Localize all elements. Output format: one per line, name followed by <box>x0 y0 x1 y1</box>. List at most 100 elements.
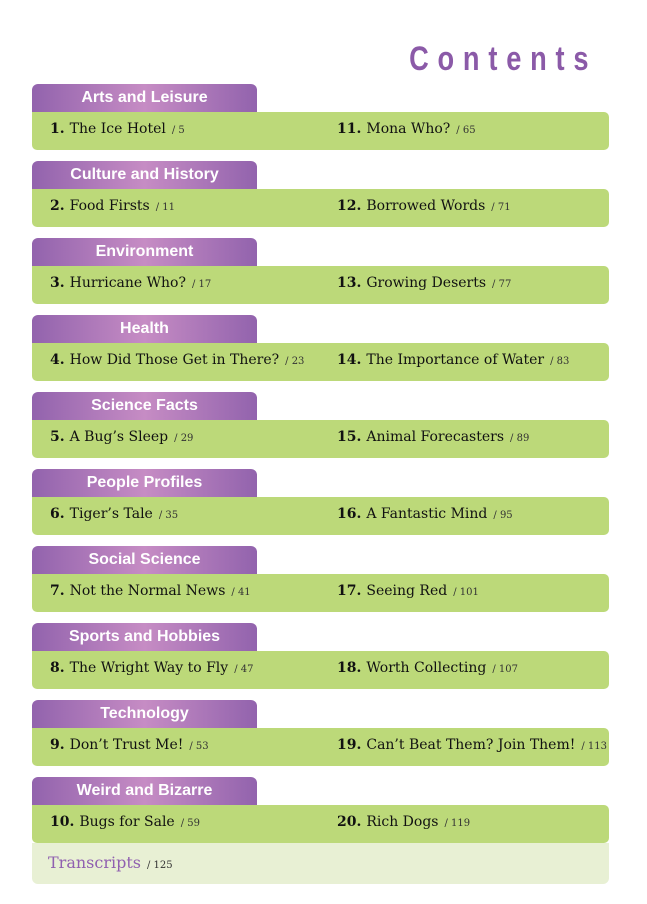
page-number: / 95 <box>493 510 513 521</box>
category-tab: Social Science <box>32 546 257 574</box>
category-tab: Weird and Bizarre <box>32 777 257 805</box>
entry-number: 14. <box>337 352 362 368</box>
entry-title: Tiger’s Tale <box>69 506 153 522</box>
page-number: / 59 <box>180 818 200 829</box>
toc-entry[interactable]: 2. Food Firsts / 11 <box>50 189 175 225</box>
toc-row: 8. The Wright Way to Fly / 47 18. Worth Coll… <box>32 651 609 689</box>
category-tab: Health <box>32 315 257 343</box>
page-number: / 35 <box>158 510 179 521</box>
page-number: / 47 <box>234 664 254 675</box>
entry-title: Borrowed Words <box>366 198 486 214</box>
entry-number: 7. <box>50 583 65 599</box>
entry-title: Bugs for Sale <box>79 814 175 830</box>
page-number: / 11 <box>155 202 176 213</box>
entry-title: Animal Forecasters <box>366 429 505 445</box>
page-number: / 101 <box>453 587 479 598</box>
entry-title: The Ice Hotel <box>69 121 166 137</box>
transcripts-title: Transcripts <box>48 853 141 872</box>
toc-row: 5. A Bug’s Sleep / 29 15. Animal Forecasters… <box>32 420 609 458</box>
entry-number: 4. <box>50 352 65 368</box>
toc-row: 4. How Did Those Get in There? / 23 14. The … <box>32 343 609 381</box>
entry-number: 15. <box>337 429 362 445</box>
entry-number: 13. <box>337 275 362 291</box>
page-number: / 41 <box>231 587 251 598</box>
toc-entry[interactable]: 11. Mona Who? / 65 <box>337 112 476 148</box>
toc-row: 9. Don’t Trust Me! / 53 19. Can’t Beat Them?… <box>32 728 609 766</box>
page-number: / 53 <box>189 741 209 752</box>
entry-number: 9. <box>50 737 65 753</box>
page-number: / 17 <box>192 279 212 290</box>
toc-entry[interactable]: 8. The Wright Way to Fly / 47 <box>50 651 253 687</box>
toc-entry[interactable]: 12. Borrowed Words / 71 <box>337 189 511 225</box>
category-tab: People Profiles <box>32 469 257 497</box>
entry-number: 11. <box>337 121 362 137</box>
toc-entry[interactable]: 18. Worth Collecting / 107 <box>337 651 518 687</box>
page-number: / 71 <box>491 202 511 213</box>
category-tab: Technology <box>32 700 257 728</box>
page-number: / 77 <box>492 279 512 290</box>
toc-entry[interactable]: 6. Tiger’s Tale / 35 <box>50 497 178 533</box>
category-tab: Environment <box>32 238 257 266</box>
page-number: / 125 <box>146 860 173 871</box>
entry-number: 3. <box>50 275 65 291</box>
entry-number: 12. <box>337 198 362 214</box>
page-number: / 89 <box>510 433 530 444</box>
entry-title: Can’t Beat Them? Join Them! <box>366 737 576 753</box>
entry-title: A Fantastic Mind <box>366 506 488 522</box>
transcripts-row[interactable]: Transcripts / 125 <box>32 843 609 884</box>
entry-number: 8. <box>50 660 65 676</box>
entry-title: How Did Those Get in There? <box>69 352 280 368</box>
entry-number: 16. <box>337 506 362 522</box>
toc-entry[interactable]: 7. Not the Normal News / 41 <box>50 574 251 610</box>
entry-title: Growing Deserts <box>366 275 487 291</box>
toc-entry[interactable]: 20. Rich Dogs / 119 <box>337 805 470 841</box>
toc-entry[interactable]: 9. Don’t Trust Me! / 53 <box>50 728 209 764</box>
entry-title: Don’t Trust Me! <box>69 737 184 753</box>
entry-number: 20. <box>337 814 362 830</box>
toc-entry[interactable]: 1. The Ice Hotel / 5 <box>50 112 185 148</box>
toc-entry[interactable]: 13. Growing Deserts / 77 <box>337 266 511 302</box>
category-tab: Science Facts <box>32 392 257 420</box>
entry-title: Food Firsts <box>69 198 150 214</box>
entry-number: 10. <box>50 814 75 830</box>
entry-title: Hurricane Who? <box>69 275 186 291</box>
toc-entry[interactable]: 14. The Importance of Water / 83 <box>337 343 569 379</box>
page-number: / 65 <box>456 125 476 136</box>
entry-number: 17. <box>337 583 362 599</box>
entry-title: Mona Who? <box>366 121 451 137</box>
entry-title: Worth Collecting <box>366 660 487 676</box>
toc-row: 7. Not the Normal News / 41 17. Seeing Red / … <box>32 574 609 612</box>
category-tab: Culture and History <box>32 161 257 189</box>
entry-title: Not the Normal News <box>69 583 226 599</box>
page-number: / 83 <box>550 356 570 367</box>
toc-entry[interactable]: 15. Animal Forecasters / 89 <box>337 420 529 456</box>
entry-number: 5. <box>50 429 65 445</box>
page-title: Contents <box>408 40 597 78</box>
toc-row: 6. Tiger’s Tale / 35 16. A Fantastic Mind / 9… <box>32 497 609 535</box>
toc-entry[interactable]: 4. How Did Those Get in There? / 23 <box>50 343 304 379</box>
category-tab: Arts and Leisure <box>32 84 257 112</box>
entry-title: The Wright Way to Fly <box>69 660 229 676</box>
toc-entry[interactable]: 10. Bugs for Sale / 59 <box>50 805 200 841</box>
entry-title: Seeing Red <box>366 583 448 599</box>
toc-row: 10. Bugs for Sale / 59 20. Rich Dogs / 119 <box>32 805 609 843</box>
toc-entry[interactable]: 19. Can’t Beat Them? Join Them! / 113 <box>337 728 607 764</box>
transcripts-entry[interactable]: Transcripts / 125 <box>48 843 173 886</box>
page-number: / 113 <box>581 741 607 752</box>
page-number: / 5 <box>171 125 185 136</box>
page-number: / 23 <box>285 356 305 367</box>
toc-entry[interactable]: 17. Seeing Red / 101 <box>337 574 479 610</box>
page-number: / 119 <box>444 818 471 829</box>
entry-title: The Importance of Water <box>366 352 545 368</box>
entry-title: A Bug’s Sleep <box>69 429 169 445</box>
toc-entry[interactable]: 16. A Fantastic Mind / 95 <box>337 497 513 533</box>
toc-entry[interactable]: 5. A Bug’s Sleep / 29 <box>50 420 193 456</box>
entry-number: 19. <box>337 737 362 753</box>
page-number: / 107 <box>492 664 518 675</box>
toc-row: 2. Food Firsts / 11 12. Borrowed Words / 71 <box>32 189 609 227</box>
entry-number: 1. <box>50 121 65 137</box>
entry-title: Rich Dogs <box>366 814 439 830</box>
page-number: / 29 <box>174 433 194 444</box>
toc-entry[interactable]: 3. Hurricane Who? / 17 <box>50 266 211 302</box>
entry-number: 6. <box>50 506 65 522</box>
